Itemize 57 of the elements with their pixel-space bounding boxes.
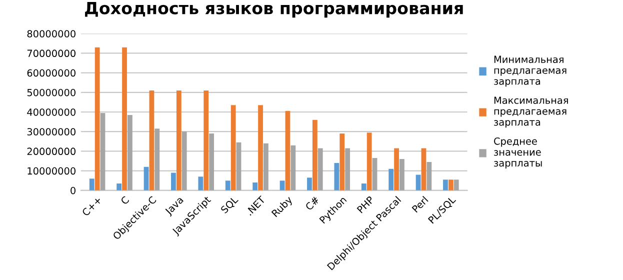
bar <box>285 111 290 190</box>
bar <box>149 90 154 190</box>
bar <box>454 180 459 190</box>
x-tick-label: C# <box>304 196 320 211</box>
y-tick-label: 30000000 <box>27 128 76 136</box>
y-tick-label: 60000000 <box>27 69 76 77</box>
bar <box>182 132 187 190</box>
bar <box>372 158 378 190</box>
bar <box>388 168 394 190</box>
legend-label: Среднее значение зарплаты <box>494 137 542 168</box>
bar <box>334 162 340 190</box>
chart-title: Доходность языков программирования <box>85 2 463 18</box>
bar <box>394 148 399 190</box>
y-tick-label: 40000000 <box>27 108 76 116</box>
bar <box>209 134 214 190</box>
bar <box>258 105 263 190</box>
bar <box>318 148 323 190</box>
bar <box>421 148 426 190</box>
bar <box>128 114 132 190</box>
bar <box>307 178 312 190</box>
bar <box>94 47 100 190</box>
bar <box>400 159 404 190</box>
bar <box>252 182 258 190</box>
y-tick-label: 50000000 <box>27 88 76 96</box>
y-tick-label: 80000000 <box>27 30 76 38</box>
bar <box>230 105 236 190</box>
y-tick-label: 10000000 <box>28 167 76 175</box>
y-tick-label: 20000000 <box>27 148 76 156</box>
bar <box>340 134 345 190</box>
bar <box>416 174 421 190</box>
bar <box>312 120 318 190</box>
bar <box>154 128 160 190</box>
legend-label: Минимальная предлагаемая зарплата <box>494 56 566 87</box>
bar <box>443 180 448 190</box>
bar <box>89 178 94 190</box>
x-tick-label: SQL <box>220 195 240 215</box>
bar <box>116 184 122 190</box>
bar <box>171 172 176 190</box>
bar <box>122 47 127 190</box>
bar <box>225 180 230 190</box>
bar <box>345 148 350 190</box>
bar <box>100 112 106 190</box>
bar <box>204 90 209 190</box>
bar <box>264 143 268 190</box>
bar <box>290 145 296 190</box>
y-tick-label: 70000000 <box>27 50 76 58</box>
bar <box>426 162 432 190</box>
bar <box>236 142 242 190</box>
bar <box>176 90 182 190</box>
y-tick-label: 0 <box>70 186 76 194</box>
bar <box>448 180 454 190</box>
x-tick-label: Perl <box>412 196 428 213</box>
bar <box>144 166 149 190</box>
bar <box>361 184 366 190</box>
legend-label: Максимальная предлагаемая зарплата <box>494 96 568 128</box>
bar <box>366 132 372 190</box>
bar <box>198 176 204 190</box>
